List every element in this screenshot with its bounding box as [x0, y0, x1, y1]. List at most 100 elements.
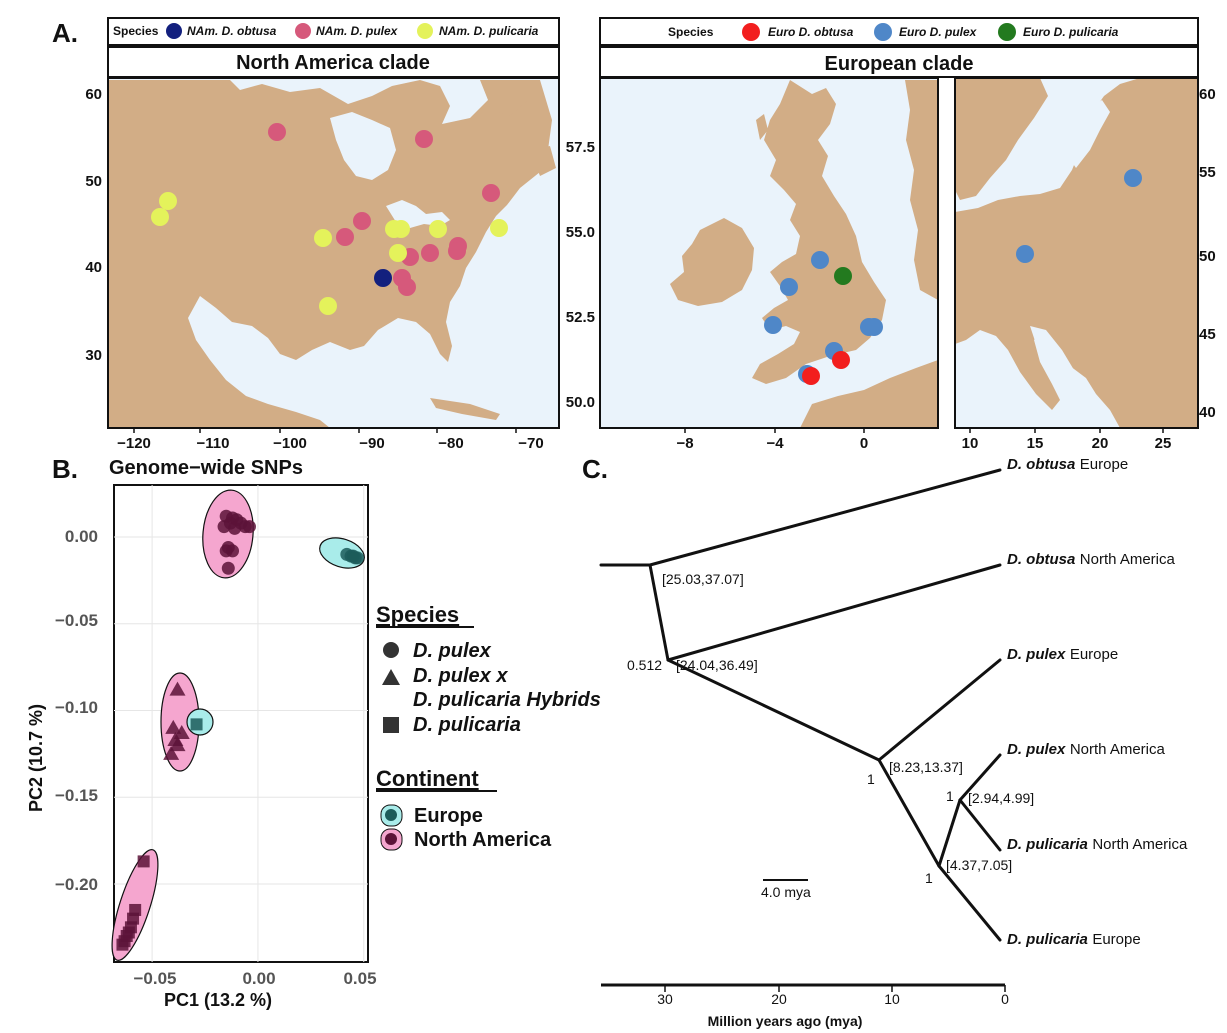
scandinavia-land: [955, 78, 1048, 200]
time-tick-label: 20: [771, 991, 787, 1007]
na-y-axis: 60 50 40 30: [85, 86, 102, 364]
continent-legend-heading: Continent: [376, 766, 479, 791]
adriatic: [1030, 326, 1074, 378]
x-tick-label: −110: [197, 435, 230, 452]
sample-point: [392, 220, 410, 238]
eu-legend-item: Euro D. obtusa: [768, 25, 854, 39]
pca-point: [190, 718, 203, 731]
pca-point: [163, 745, 180, 760]
branch-to-node3: [877, 758, 941, 868]
sample-point: [1124, 169, 1142, 187]
sample-point: [1016, 245, 1034, 263]
pca-y-axis: 0.00 −0.05 −0.10 −0.15 −0.20: [55, 527, 98, 894]
square-key: [383, 717, 399, 733]
sample-point: [336, 228, 354, 246]
sample-point: [482, 184, 500, 202]
continent-legend-item: Europe: [414, 805, 483, 827]
continent-coast: [905, 80, 938, 300]
x-tick-label: −70: [518, 435, 543, 452]
sample-point: [421, 244, 439, 262]
node-support-4: 1: [946, 788, 954, 804]
panel-b-letter: B.: [52, 454, 78, 484]
x-tick-label: −120: [117, 435, 151, 452]
time-tick-label: 10: [884, 991, 900, 1007]
x-tick-label: 20: [1092, 435, 1109, 452]
x-tick-label: 10: [962, 435, 979, 452]
y-tick-label: −0.20: [55, 875, 98, 894]
hudson-bay: [330, 112, 396, 180]
tip-label-obtusa-europe: D. obtusa Europe: [1007, 456, 1128, 473]
x-tick-label: −90: [359, 435, 384, 452]
y-tick-label: 55.0: [566, 224, 595, 241]
sample-point: [490, 219, 508, 237]
tip-label-pulicaria-europe: D. pulicaria Europe: [1007, 931, 1141, 948]
eu-legend-item: Euro D. pulex: [899, 25, 978, 39]
hebrides: [756, 114, 768, 140]
time-axis-label: Million years ago (mya): [708, 1013, 863, 1029]
na-legend-item: NAm. D. obtusa: [187, 24, 277, 38]
pca-point: [165, 719, 182, 734]
tip-label-pulex-europe: D. pulex Europe: [1007, 646, 1118, 663]
sample-point: [780, 278, 798, 296]
node-ci-3: [4.37,7.05]: [946, 857, 1012, 873]
na-strip-title: North America clade: [236, 52, 430, 74]
newfoundland: [530, 146, 556, 176]
tip-label-obtusa-na: D. obtusa North America: [1007, 551, 1175, 568]
species-legend-item: D. pulicaria: [413, 714, 521, 736]
scale-bar-label: 4.0 mya: [761, 884, 811, 900]
eu-strip: [599, 46, 1199, 78]
europe-mainland: [955, 78, 1198, 428]
sample-point: [353, 212, 371, 230]
sample-point: [151, 208, 169, 226]
y-tick-label: 60: [85, 86, 102, 103]
tree-branches: [599, 468, 1002, 942]
na-x-axis: −120 −110 −100 −90 −80 −70: [117, 428, 544, 452]
y-tick-label: 55: [1199, 164, 1216, 181]
branch-obtusa-na: [666, 563, 1002, 662]
sample-point: [429, 220, 447, 238]
x-tick-label: −4: [766, 435, 784, 452]
node-ci-1: [24.04,36.49]: [676, 657, 758, 673]
uk-x-axis: −8 −4 0: [676, 428, 868, 452]
y-tick-label: 45: [1199, 326, 1216, 343]
pca-point: [116, 938, 129, 951]
na-pulex-key: [295, 23, 311, 39]
branch-obtusa-europe: [648, 468, 1002, 567]
sample-point: [865, 318, 883, 336]
na-sample-points: [151, 123, 508, 315]
x-tick-label: 0: [860, 435, 868, 452]
europe-key-dot: [385, 809, 397, 821]
eu-legend-item: Euro D. pulicaria: [1023, 25, 1119, 39]
y-tick-label: 40: [85, 259, 102, 276]
sample-point: [319, 297, 337, 315]
pca-plot: [111, 484, 369, 963]
tip-label-pulex-na: D. pulex North America: [1007, 741, 1166, 758]
pca-legend: Species D. pulex D. pulex x D. pulicaria…: [376, 602, 601, 851]
branch-to-node1: [648, 563, 670, 662]
x-tick-label: −100: [273, 435, 307, 452]
sample-point: [415, 130, 433, 148]
pca-y-label: PC2 (10.7 %): [26, 704, 46, 812]
na-pulicaria-key: [417, 23, 433, 39]
pca-x-axis: −0.05 0.00 0.05: [133, 969, 376, 988]
pca-point: [221, 561, 235, 575]
y-tick-label: 57.5: [566, 139, 595, 156]
time-tick-label: 30: [657, 991, 673, 1007]
species-legend-heading: Species: [376, 602, 459, 627]
x-tick-label: 25: [1155, 435, 1172, 452]
y-tick-label: 52.5: [566, 309, 595, 326]
eu-species-legend: Species Euro D. obtusa Euro D. pulex Eur…: [599, 17, 1199, 46]
na-species-legend: Species NAm. D. obtusa NAm. D. pulex NAm…: [107, 17, 560, 46]
pca-point: [217, 520, 231, 534]
north-america-land: [108, 80, 552, 428]
sample-point: [448, 242, 466, 260]
y-tick-label: −0.05: [55, 611, 98, 630]
phylogenetic-tree: D. obtusa Europe D. obtusa North America…: [599, 456, 1188, 1029]
circle-key: [383, 642, 399, 658]
branch-pulicaria-europe: [937, 864, 1002, 942]
ce-y-axis: 60 55 50 45 40: [1199, 86, 1216, 421]
node-ci-4: [2.94,4.99]: [968, 790, 1034, 806]
sample-point: [764, 316, 782, 334]
sample-point: [374, 269, 392, 287]
